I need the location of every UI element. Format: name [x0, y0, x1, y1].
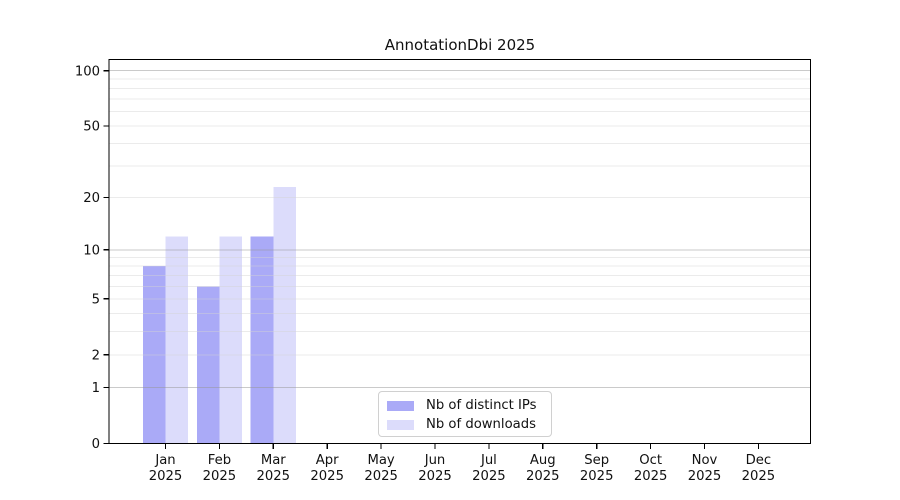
bar-mar-downloads — [273, 186, 296, 444]
legend-swatch-downloads — [387, 419, 414, 430]
x-tick-label-year: 2025 — [310, 469, 344, 484]
legend-label-distinct-ips: Nb of distinct IPs — [426, 398, 537, 413]
x-tick-label-month: Dec — [746, 453, 772, 468]
x-tick-label-month: Jun — [424, 453, 446, 468]
y-tick-label: 50 — [83, 120, 100, 135]
bar-feb-downloads — [219, 236, 242, 444]
x-axis: Jan2025Feb2025Mar2025Apr2025May2025Jun20… — [149, 443, 776, 484]
plot-frame — [108, 58, 812, 445]
series-downloads — [165, 186, 296, 444]
x-tick-label-year: 2025 — [203, 469, 237, 484]
y-axis: 0 1 2 5 10 20 50 100 — [75, 64, 109, 452]
x-tick-label-month: Apr — [316, 453, 339, 468]
x-tick-label-year: 2025 — [742, 469, 776, 484]
x-tick-label-month: Mar — [261, 453, 286, 468]
bar-mar-ips — [250, 236, 274, 444]
legend-swatch-distinct-ips — [387, 400, 414, 411]
gridlines — [109, 70, 811, 388]
x-tick-label-month: May — [367, 453, 394, 468]
y-tick-label: 1 — [92, 381, 100, 396]
y-tick-label: 20 — [83, 191, 100, 206]
x-tick-label-month: Aug — [530, 453, 556, 468]
y-tick-label: 10 — [83, 243, 100, 258]
legend-item-distinct-ips: Nb of distinct IPs — [387, 397, 551, 414]
x-tick-label-month: Oct — [639, 453, 662, 468]
y-tick-label: 5 — [92, 292, 100, 307]
x-tick-label-year: 2025 — [634, 469, 668, 484]
x-tick-label-year: 2025 — [149, 469, 183, 484]
legend: Nb of distinct IPs Nb of downloads — [378, 391, 552, 437]
bar-jan-ips — [142, 266, 166, 444]
x-tick-label-month: Jan — [154, 453, 175, 468]
y-tick-label: 0 — [92, 437, 100, 452]
x-tick-label-month: Sep — [584, 453, 609, 468]
x-tick-label-year: 2025 — [526, 469, 560, 484]
x-tick-label-year: 2025 — [364, 469, 398, 484]
x-tick-label-month: Feb — [208, 453, 231, 468]
x-tick-label-year: 2025 — [472, 469, 506, 484]
y-tick-label: 2 — [92, 348, 100, 363]
x-tick-label-month: Jul — [480, 453, 497, 468]
series-distinct-ips — [142, 236, 274, 444]
x-tick-label-month: Nov — [692, 453, 718, 468]
bar-jan-downloads — [165, 236, 189, 444]
legend-item-downloads: Nb of downloads — [387, 416, 551, 433]
legend-label-downloads: Nb of downloads — [426, 417, 536, 432]
x-tick-label-year: 2025 — [580, 469, 614, 484]
bar-feb-ips — [196, 286, 220, 444]
x-tick-label-year: 2025 — [418, 469, 452, 484]
chart-title: AnnotationDbi 2025 — [384, 36, 536, 54]
x-tick-label-year: 2025 — [257, 469, 291, 484]
x-tick-label-year: 2025 — [688, 469, 722, 484]
y-tick-label: 100 — [75, 64, 100, 79]
